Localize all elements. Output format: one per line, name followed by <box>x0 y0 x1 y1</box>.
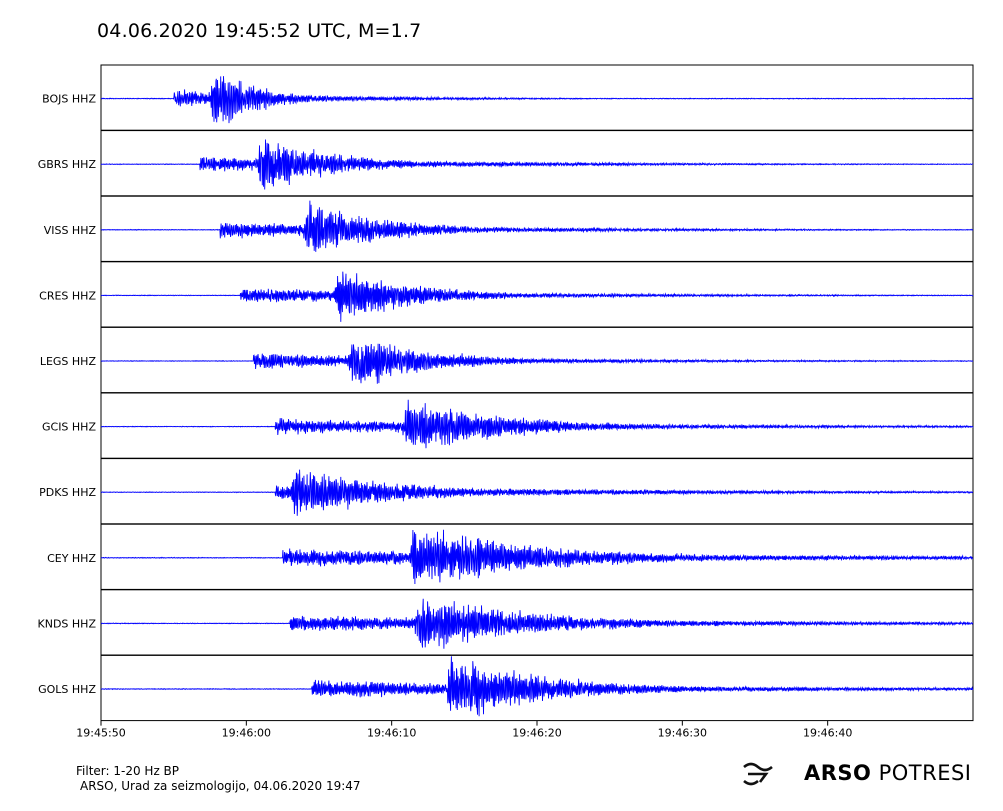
credit-note: ARSO, Urad za seizmologijo, 04.06.2020 1… <box>80 779 361 793</box>
station-label: VISS HHZ <box>44 224 97 237</box>
station-label: LEGS HHZ <box>40 355 97 368</box>
waveform-trace <box>101 598 974 649</box>
waveform-trace <box>101 200 974 252</box>
x-tick-label: 19:46:10 <box>367 727 416 740</box>
arso-potresi-logo: ARSO POTRESI <box>742 758 972 788</box>
seismic-wave-icon <box>743 762 773 786</box>
station-panel: BOJS HHZ <box>42 64 974 131</box>
waveform-trace <box>100 656 974 717</box>
x-tick-label: 19:46:40 <box>803 727 852 740</box>
waveform-trace <box>100 529 974 585</box>
station-label: GOLS HHZ <box>38 683 96 696</box>
logo-text-light: POTRESI <box>878 761 972 785</box>
time-axis: 19:45:50 19:46:00 19:46:10 19:46:20 19:46:30… <box>76 720 852 740</box>
station-label: KNDS HHZ <box>38 617 97 630</box>
logo-text: ARSO POTRESI <box>804 761 972 785</box>
waveform-trace <box>100 469 974 516</box>
station-panel: GBRS HHZ <box>38 130 974 197</box>
station-label: GCIS HHZ <box>42 421 96 434</box>
logo-text-bold: ARSO <box>804 761 872 785</box>
x-tick-label: 19:46:00 <box>222 727 271 740</box>
waveform-trace <box>100 343 974 384</box>
station-label: CRES HHZ <box>39 289 96 302</box>
station-label: BOJS HHZ <box>42 93 96 106</box>
waveform-trace <box>100 76 974 124</box>
x-tick-label: 19:46:30 <box>658 727 707 740</box>
x-tick-label: 19:46:20 <box>512 727 561 740</box>
station-panel: VISS HHZ <box>44 195 974 262</box>
station-panel: GCIS HHZ <box>42 392 974 459</box>
waveform-trace <box>100 271 974 322</box>
station-panel: CRES HHZ <box>39 261 974 328</box>
station-label: GBRS HHZ <box>38 158 97 171</box>
panel-frame <box>100 458 974 525</box>
panels-layer: BOJS HHZ GBRS HHZ VISS HHZ CRES HHZ LEGS HHZ… <box>38 64 974 722</box>
station-panel: PDKS HHZ <box>39 458 974 525</box>
waveform-trace <box>100 399 974 449</box>
station-panel: CEY HHZ <box>47 523 974 590</box>
filter-note: Filter: 1-20 Hz BP <box>76 764 180 778</box>
station-panel: KNDS HHZ <box>38 589 974 656</box>
chart-title: 04.06.2020 19:45:52 UTC, M=1.7 <box>97 20 422 42</box>
station-label: PDKS HHZ <box>39 486 96 499</box>
waveform-trace <box>100 139 974 190</box>
station-label: CEY HHZ <box>47 552 96 565</box>
x-tick-label: 19:45:50 <box>76 727 125 740</box>
station-panel: LEGS HHZ <box>40 326 974 394</box>
station-panel: GOLS HHZ <box>38 654 974 722</box>
